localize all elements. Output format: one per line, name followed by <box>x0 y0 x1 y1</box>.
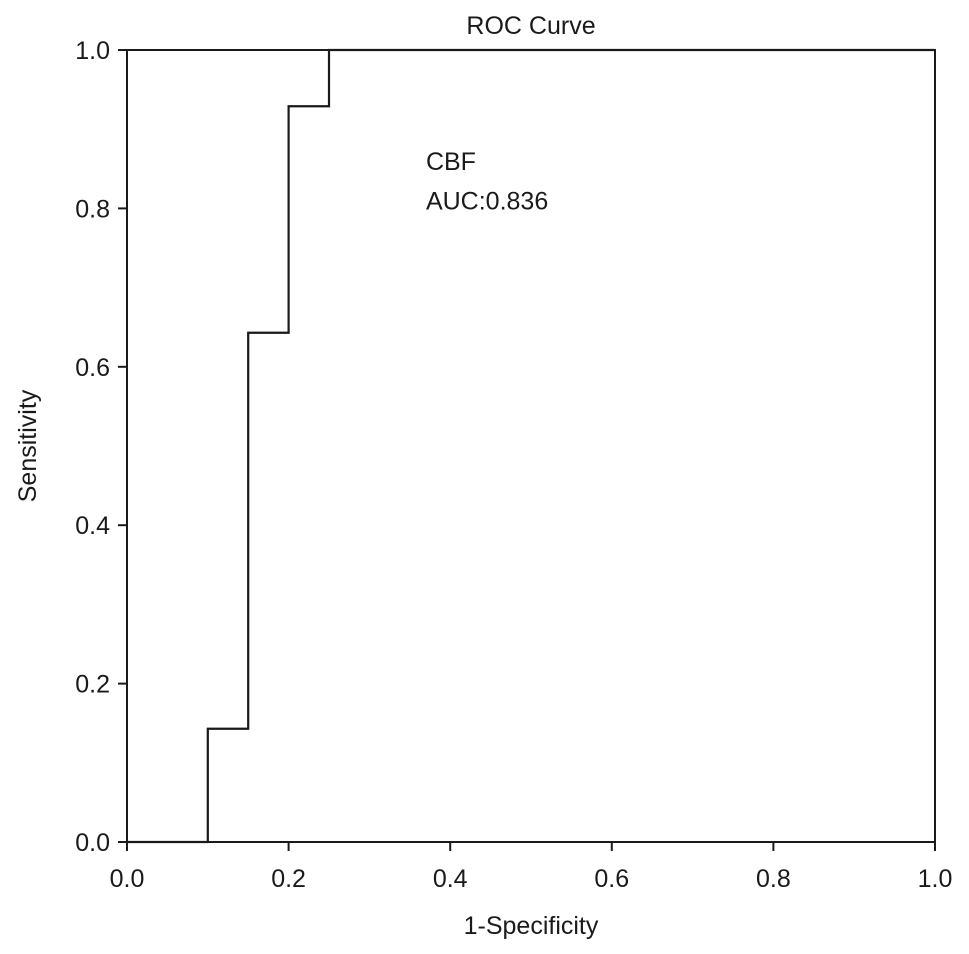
y-tick-label: 0.8 <box>75 195 110 223</box>
annotation-series-label: CBF <box>426 148 476 176</box>
chart-title: ROC Curve <box>466 12 595 40</box>
y-tick-label: 0.0 <box>75 829 110 857</box>
y-axis-title: Sensitivity <box>14 389 42 502</box>
x-tick-label: 0.0 <box>110 865 145 893</box>
roc-series-line-0 <box>127 48 935 844</box>
annotation-auc-label: AUC:0.836 <box>426 187 548 215</box>
x-tick-label: 0.6 <box>594 865 629 893</box>
y-tick-label: 1.0 <box>75 37 110 65</box>
y-tick-label: 0.4 <box>75 512 110 540</box>
x-tick-label: 1.0 <box>918 865 953 893</box>
x-axis-title: 1-Specificity <box>464 912 599 940</box>
y-tick-label: 0.2 <box>75 671 110 699</box>
x-tick-label: 0.2 <box>271 865 306 893</box>
x-tick-label: 0.4 <box>433 865 468 893</box>
y-tick-label: 0.6 <box>75 354 110 382</box>
x-tick-label: 0.8 <box>756 865 791 893</box>
